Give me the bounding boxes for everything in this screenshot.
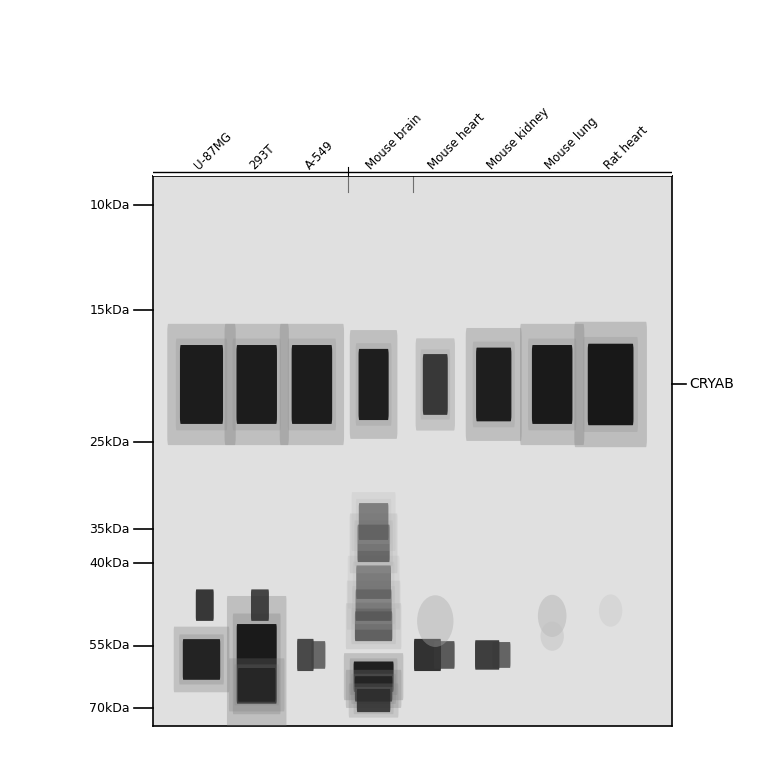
FancyBboxPatch shape: [288, 338, 336, 430]
FancyBboxPatch shape: [346, 670, 401, 708]
Text: CRYAB: CRYAB: [689, 377, 734, 391]
FancyBboxPatch shape: [297, 639, 314, 671]
FancyBboxPatch shape: [347, 581, 400, 630]
FancyBboxPatch shape: [180, 345, 223, 424]
FancyBboxPatch shape: [348, 684, 399, 717]
FancyBboxPatch shape: [292, 345, 332, 424]
FancyBboxPatch shape: [528, 338, 576, 430]
FancyBboxPatch shape: [227, 596, 286, 732]
Text: Mouse brain: Mouse brain: [364, 112, 425, 173]
FancyBboxPatch shape: [180, 634, 224, 685]
FancyBboxPatch shape: [358, 349, 389, 420]
FancyBboxPatch shape: [176, 338, 227, 430]
FancyBboxPatch shape: [414, 639, 441, 671]
FancyBboxPatch shape: [344, 653, 403, 700]
FancyBboxPatch shape: [350, 330, 397, 439]
FancyBboxPatch shape: [532, 345, 572, 424]
FancyBboxPatch shape: [236, 345, 277, 424]
FancyBboxPatch shape: [493, 642, 510, 668]
Text: 15kDa: 15kDa: [89, 303, 130, 316]
FancyBboxPatch shape: [355, 676, 392, 701]
FancyBboxPatch shape: [351, 492, 396, 551]
FancyBboxPatch shape: [232, 338, 281, 430]
FancyBboxPatch shape: [356, 565, 391, 599]
FancyBboxPatch shape: [356, 343, 391, 426]
Ellipse shape: [538, 595, 566, 637]
Text: 35kDa: 35kDa: [89, 523, 130, 536]
Ellipse shape: [599, 594, 623, 626]
FancyBboxPatch shape: [346, 604, 401, 649]
FancyBboxPatch shape: [348, 555, 400, 609]
FancyBboxPatch shape: [355, 611, 392, 641]
FancyBboxPatch shape: [350, 513, 397, 573]
FancyBboxPatch shape: [312, 641, 325, 668]
FancyBboxPatch shape: [584, 337, 638, 432]
FancyBboxPatch shape: [354, 520, 393, 566]
FancyBboxPatch shape: [434, 641, 455, 668]
FancyBboxPatch shape: [473, 342, 515, 427]
FancyBboxPatch shape: [356, 499, 391, 544]
FancyBboxPatch shape: [350, 659, 397, 695]
Text: Mouse kidney: Mouse kidney: [484, 105, 552, 173]
FancyBboxPatch shape: [237, 624, 277, 704]
FancyBboxPatch shape: [238, 668, 275, 702]
FancyBboxPatch shape: [416, 338, 455, 431]
Text: 25kDa: 25kDa: [89, 435, 130, 448]
FancyBboxPatch shape: [422, 354, 448, 415]
Ellipse shape: [417, 595, 454, 647]
Text: 40kDa: 40kDa: [89, 557, 130, 570]
FancyBboxPatch shape: [183, 639, 220, 680]
Text: U-87MG: U-87MG: [193, 130, 235, 173]
FancyBboxPatch shape: [358, 525, 390, 562]
FancyBboxPatch shape: [280, 324, 344, 445]
FancyBboxPatch shape: [354, 662, 393, 692]
Text: 10kDa: 10kDa: [89, 199, 130, 212]
Ellipse shape: [540, 622, 564, 651]
FancyBboxPatch shape: [351, 608, 396, 644]
FancyBboxPatch shape: [588, 344, 633, 426]
FancyBboxPatch shape: [352, 586, 395, 624]
FancyBboxPatch shape: [357, 689, 390, 712]
FancyBboxPatch shape: [351, 674, 396, 704]
Text: 293T: 293T: [248, 142, 277, 173]
FancyBboxPatch shape: [173, 626, 229, 692]
FancyBboxPatch shape: [167, 324, 236, 445]
FancyBboxPatch shape: [196, 589, 214, 621]
FancyBboxPatch shape: [354, 687, 393, 714]
FancyBboxPatch shape: [353, 562, 394, 603]
FancyBboxPatch shape: [251, 589, 269, 621]
Text: Mouse lung: Mouse lung: [543, 115, 600, 173]
FancyBboxPatch shape: [233, 613, 280, 714]
FancyBboxPatch shape: [359, 503, 388, 540]
Text: Rat heart: Rat heart: [601, 124, 650, 173]
FancyBboxPatch shape: [475, 640, 500, 670]
FancyBboxPatch shape: [420, 349, 450, 419]
FancyBboxPatch shape: [575, 322, 647, 447]
Text: 55kDa: 55kDa: [89, 639, 130, 652]
Text: 70kDa: 70kDa: [89, 701, 130, 714]
FancyBboxPatch shape: [520, 324, 584, 445]
FancyBboxPatch shape: [476, 348, 511, 421]
FancyBboxPatch shape: [225, 324, 289, 445]
Text: Mouse heart: Mouse heart: [426, 111, 487, 173]
Text: A-549: A-549: [303, 139, 336, 173]
FancyBboxPatch shape: [229, 659, 284, 711]
FancyBboxPatch shape: [355, 589, 392, 621]
FancyBboxPatch shape: [235, 665, 279, 705]
FancyBboxPatch shape: [466, 328, 522, 441]
